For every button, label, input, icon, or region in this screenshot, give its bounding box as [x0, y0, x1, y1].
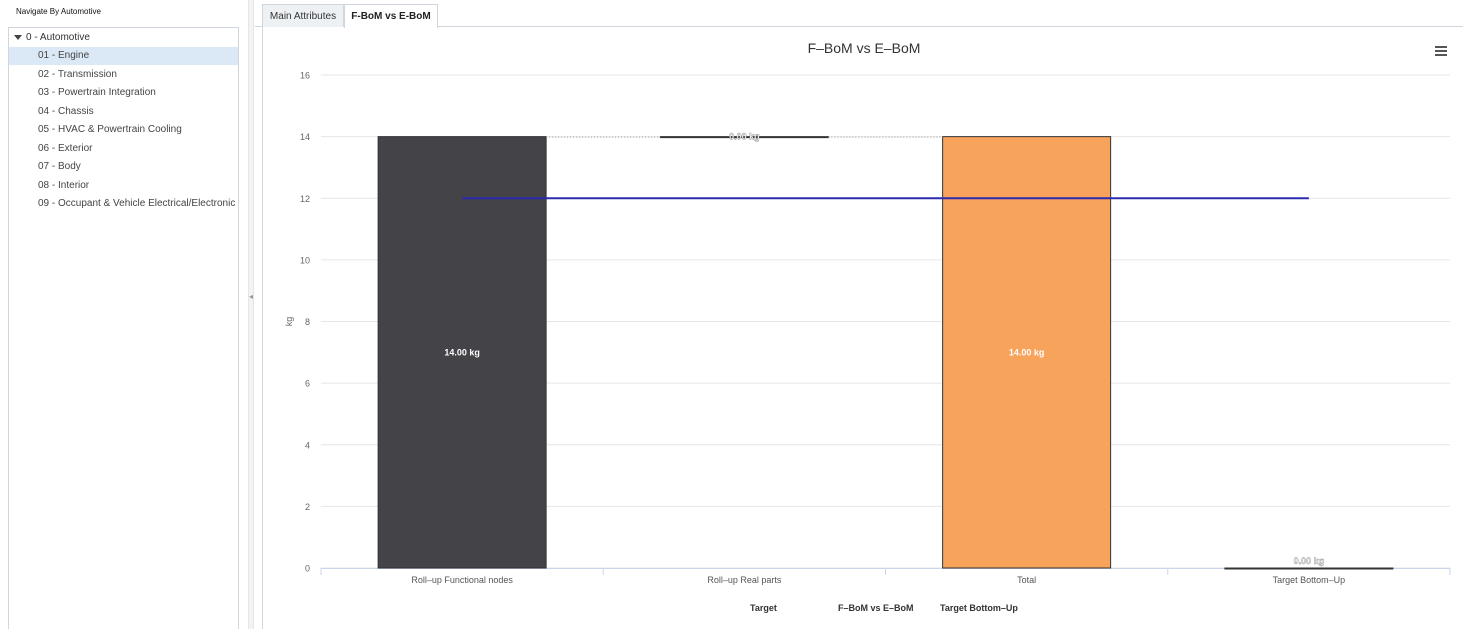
- chart-title: F–BoM vs E–BoM: [808, 40, 921, 56]
- y-tick-label: 0: [305, 564, 310, 574]
- panel-splitter[interactable]: ◂: [248, 0, 254, 629]
- bar: [942, 136, 1112, 569]
- y-axis-label: kg: [284, 317, 294, 327]
- tree-item[interactable]: 02 - Transmission: [9, 66, 238, 84]
- legend-item: Target: [750, 603, 777, 613]
- y-tick-label: 4: [305, 440, 310, 450]
- y-tick-label: 12: [300, 194, 310, 204]
- tree-node-automotive[interactable]: 0 - Automotive: [9, 30, 238, 47]
- bar: [1224, 567, 1394, 570]
- tab-f-bom-vs-e-bom[interactable]: F-BoM vs E-BoM: [344, 4, 438, 28]
- y-tick-label: 2: [305, 502, 310, 512]
- tree-item[interactable]: 03 - Powertrain Integration: [9, 84, 238, 102]
- caret-down-icon[interactable]: [14, 35, 22, 40]
- tab-main-attributes[interactable]: Main Attributes: [262, 4, 344, 27]
- tree-item-label: 09 - Occupant & Vehicle Electrical/Elect…: [38, 198, 236, 209]
- y-tick-label: 14: [300, 132, 310, 142]
- tree-item-label: 04 - Chassis: [38, 105, 94, 117]
- data-label: 14.00 kg: [1009, 347, 1045, 357]
- y-tick-label: 8: [305, 317, 310, 327]
- chart-container: [262, 27, 1463, 629]
- x-tick-label: Roll–up Real parts: [707, 575, 782, 585]
- tree-item-label: 01 - Engine: [38, 50, 90, 61]
- detail-panel: Main Attributes F-BoM vs E-BoM F–BoM vs …: [255, 0, 1463, 629]
- navigation-panel: Navigate By Automotive 0 - Automotive 01…: [0, 0, 248, 629]
- x-tick-label: Total: [1017, 575, 1036, 585]
- tree-item-label: 08 - Interior: [38, 179, 90, 191]
- y-tick-label: 6: [305, 379, 310, 389]
- collapse-arrow-icon[interactable]: ◂: [249, 292, 254, 301]
- tree-item[interactable]: 05 - HVAC & Powertrain Cooling: [9, 121, 238, 139]
- data-label: 0.00 kg: [1294, 556, 1325, 566]
- x-tick-label: Target Bottom–Up: [1273, 575, 1346, 585]
- tree-item[interactable]: 08 - Interior: [9, 177, 238, 195]
- tree-item[interactable]: 01 - Engine: [9, 47, 238, 65]
- tree-item-label: 06 - Exterior: [38, 142, 93, 154]
- legend-item: Target Bottom–Up: [940, 603, 1018, 613]
- tree-item[interactable]: 07 - Body: [9, 158, 238, 176]
- legend-item: F–BoM vs E–BoM: [838, 603, 914, 613]
- navigation-tree: 0 - Automotive 01 - Engine 02 - Transmiss…: [8, 27, 239, 629]
- tree-item[interactable]: 09 - Occupant & Vehicle Electrical/Elect…: [9, 195, 238, 213]
- f-bom-vs-e-bom-chart: F–BoM vs E–BoM 0 2 4 6 8 10 12 14 16 kg Roll–up Fun…: [284, 40, 1451, 613]
- tree-item[interactable]: 04 - Chassis: [9, 103, 238, 121]
- y-tick-label: 10: [300, 255, 310, 265]
- tree-item-label: 05 - HVAC & Powertrain Cooling: [38, 124, 182, 135]
- data-label: 0.00 kg: [729, 132, 760, 142]
- hamburger-menu-icon[interactable]: [1435, 46, 1447, 56]
- data-label: 14.00 kg: [444, 347, 480, 357]
- tree-item-label: 02 - Transmission: [38, 68, 117, 80]
- x-tick-label: Roll–up Functional nodes: [411, 575, 513, 585]
- tree-item-label: 03 - Powertrain Integration: [38, 87, 156, 98]
- bar: [377, 136, 547, 569]
- tab-bar: Main Attributes F-BoM vs E-BoM: [255, 0, 1463, 28]
- navigation-title: Navigate By Automotive: [16, 7, 101, 16]
- tree-node-label: 0 - Automotive: [26, 32, 90, 43]
- y-tick-label: 16: [300, 71, 310, 81]
- tree-item[interactable]: 06 - Exterior: [9, 140, 238, 158]
- tree-item-label: 07 - Body: [38, 161, 81, 172]
